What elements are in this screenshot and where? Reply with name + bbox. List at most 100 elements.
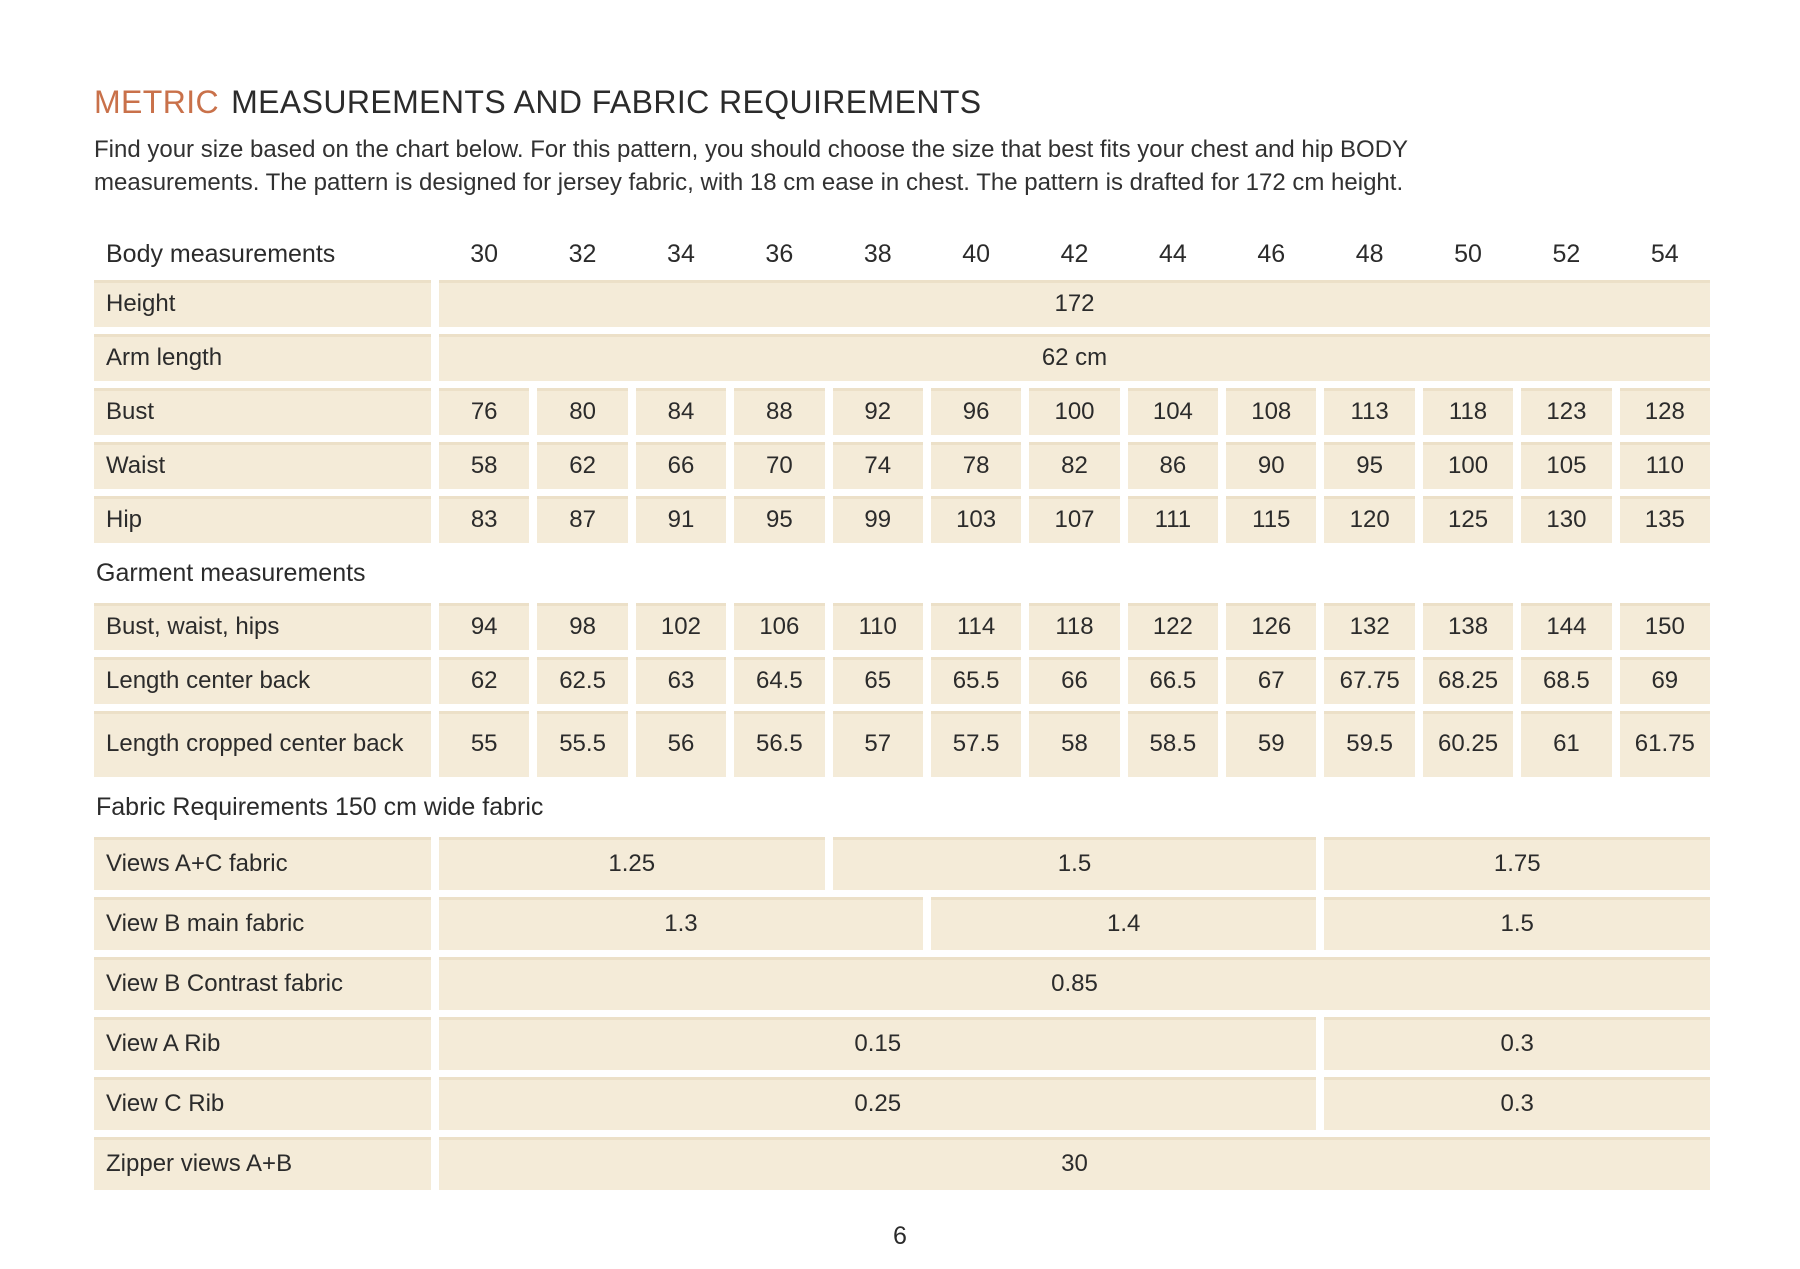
size-header-cell: 42 [1060, 239, 1089, 268]
value-cell: 104 [1127, 388, 1219, 435]
value-cell: 0.3 [1324, 1077, 1710, 1130]
table-row: Arm length 62 cm [94, 334, 1710, 381]
value-cell: 58 [439, 442, 530, 489]
value-cell: 66 [1029, 657, 1120, 704]
value-cell: 91 [635, 496, 727, 543]
value-cell: 106 [734, 603, 825, 650]
size-header-cell: 44 [1158, 239, 1187, 268]
value-cell: 83 [439, 496, 530, 543]
value-cell: 76 [439, 388, 530, 435]
section-header: Fabric Requirements 150 cm wide fabric [96, 792, 544, 821]
value-cell: 172 [439, 280, 1710, 327]
value-cell: 61 [1521, 711, 1612, 777]
value-cell: 56 [635, 711, 727, 777]
page-number: 6 [893, 1222, 907, 1250]
value-cell: 80 [537, 388, 628, 435]
value-cell: 74 [832, 442, 923, 489]
page-title-rest: MEASUREMENTS AND FABRIC REQUIREMENTS [231, 84, 982, 120]
value-cell: 135 [1619, 496, 1710, 543]
value-cell: 110 [832, 603, 923, 650]
value-cell: 90 [1226, 442, 1317, 489]
size-header-cell: 40 [962, 239, 991, 268]
value-cell: 96 [930, 388, 1022, 435]
value-cell: 56.5 [734, 711, 825, 777]
value-cell: 99 [832, 496, 923, 543]
value-cell: 66 [635, 442, 727, 489]
value-cell: 150 [1619, 603, 1710, 650]
value-cell: 1.4 [930, 897, 1317, 950]
size-table: Body measurements 30 32 34 36 38 40 42 44 46 48 50… [94, 233, 1710, 1190]
value-cell: 62.5 [537, 657, 628, 704]
value-cell: 55 [439, 711, 530, 777]
page-content: METRIC MEASUREMENTS AND FABRIC REQUIREMEN… [94, 84, 1710, 1197]
value-cell: 126 [1226, 603, 1317, 650]
value-cell: 144 [1521, 603, 1612, 650]
value-cell: 88 [734, 388, 825, 435]
row-label: Bust, waist, hips [94, 603, 431, 650]
value-cell: 64.5 [734, 657, 825, 704]
table-row: Length cropped center back 55 55.5 56 56.5 57… [94, 711, 1710, 777]
intro-line-2: measurements. The pattern is designed fo… [94, 169, 1404, 196]
row-label: Length center back [94, 657, 431, 704]
table-row: Length center back 62 62.5 63 64.5 65 65.5 66 66… [94, 657, 1710, 704]
table-row: Height 172 [94, 280, 1710, 327]
row-label: Arm length [94, 334, 431, 381]
value-cell: 57 [832, 711, 923, 777]
size-header-cell: 32 [568, 239, 597, 268]
value-cell: 105 [1521, 442, 1612, 489]
value-cell: 55.5 [537, 711, 628, 777]
intro-paragraph: Find your size based on the chart below.… [94, 133, 1710, 199]
value-cell: 58.5 [1127, 711, 1219, 777]
size-header-cell: 48 [1355, 239, 1384, 268]
value-cell: 1.25 [439, 837, 825, 890]
value-cell: 65.5 [930, 657, 1022, 704]
value-cell: 0.25 [439, 1077, 1317, 1130]
value-cell: 0.85 [439, 957, 1710, 1010]
value-cell: 128 [1619, 388, 1710, 435]
value-cell: 69 [1619, 657, 1710, 704]
value-cell: 100 [1422, 442, 1514, 489]
value-cell: 123 [1521, 388, 1612, 435]
value-cell: 58 [1029, 711, 1120, 777]
value-cell: 59 [1226, 711, 1317, 777]
value-cell: 111 [1127, 496, 1219, 543]
value-cell: 63 [635, 657, 727, 704]
value-cell: 132 [1324, 603, 1415, 650]
value-cell: 115 [1226, 496, 1317, 543]
value-cell: 0.15 [439, 1017, 1317, 1070]
value-cell: 122 [1127, 603, 1219, 650]
size-header-cell: 52 [1552, 239, 1581, 268]
value-cell: 70 [734, 442, 825, 489]
row-label: Zipper views A+B [94, 1137, 431, 1190]
size-header-cell: 38 [863, 239, 892, 268]
value-cell: 110 [1619, 442, 1710, 489]
value-cell: 130 [1521, 496, 1612, 543]
table-row: Views A+C fabric 1.25 1.5 1.75 [94, 837, 1710, 890]
table-row: Waist 58 62 66 70 74 78 82 86 90 95 100 105 110 [94, 442, 1710, 489]
value-cell: 66.5 [1127, 657, 1219, 704]
value-cell: 78 [930, 442, 1022, 489]
page-title-highlight: METRIC [94, 84, 220, 120]
value-cell: 118 [1422, 388, 1514, 435]
value-cell: 100 [1029, 388, 1120, 435]
value-cell: 103 [930, 496, 1022, 543]
value-cell: 94 [439, 603, 530, 650]
value-cell: 107 [1029, 496, 1120, 543]
value-cell: 60.25 [1422, 711, 1514, 777]
value-cell: 61.75 [1619, 711, 1710, 777]
value-cell: 62 cm [439, 334, 1710, 381]
value-cell: 62 [537, 442, 628, 489]
size-header-cell: 50 [1454, 239, 1482, 268]
intro-line-1: Find your size based on the chart below.… [94, 136, 1409, 163]
value-cell: 65 [832, 657, 923, 704]
value-cell: 108 [1226, 388, 1317, 435]
row-label: Height [94, 280, 431, 327]
value-cell: 86 [1127, 442, 1219, 489]
size-header-cell: 34 [667, 239, 695, 268]
value-cell: 68.5 [1521, 657, 1612, 704]
row-label: View C Rib [94, 1077, 431, 1130]
value-cell: 113 [1324, 388, 1415, 435]
value-cell: 67.75 [1324, 657, 1415, 704]
table-row: View C Rib 0.25 0.3 [94, 1077, 1710, 1130]
